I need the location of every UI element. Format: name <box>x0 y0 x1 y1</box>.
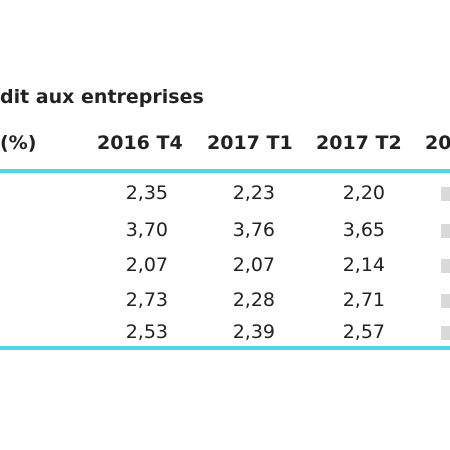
table-cell: 2,07 <box>232 254 275 276</box>
table-title: dit aux entreprises <box>0 86 204 108</box>
table-cell: 2,20 <box>342 182 385 204</box>
cropped-cell <box>441 224 450 238</box>
cropped-cell <box>441 259 450 273</box>
table-cell: 2,07 <box>125 254 168 276</box>
table-cell: 2,73 <box>125 289 168 311</box>
table-cell: 3,70 <box>125 219 168 241</box>
table-cell: 2,14 <box>342 254 385 276</box>
table-cell: 3,76 <box>232 219 275 241</box>
table-cell: 2,39 <box>232 321 275 343</box>
table-cell: 2,28 <box>232 289 275 311</box>
table-cell: 3,65 <box>342 219 385 241</box>
column-header-partial: 20 <box>425 132 450 154</box>
cropped-cell <box>441 326 450 340</box>
cropped-cell <box>441 294 450 308</box>
table-cell: 2,71 <box>342 289 385 311</box>
cropped-cell <box>441 187 450 201</box>
table-cell: 2,23 <box>232 182 275 204</box>
table-cell: 2,35 <box>125 182 168 204</box>
table-cell: 2,57 <box>342 321 385 343</box>
column-header-2016-t4: 2016 T4 <box>97 132 183 154</box>
unit-label: (%) <box>0 132 37 154</box>
footer-rule <box>0 346 450 350</box>
table-cell: 2,53 <box>125 321 168 343</box>
column-header-2017-t2: 2017 T2 <box>316 132 402 154</box>
header-rule <box>0 169 450 173</box>
column-header-2017-t1: 2017 T1 <box>207 132 293 154</box>
